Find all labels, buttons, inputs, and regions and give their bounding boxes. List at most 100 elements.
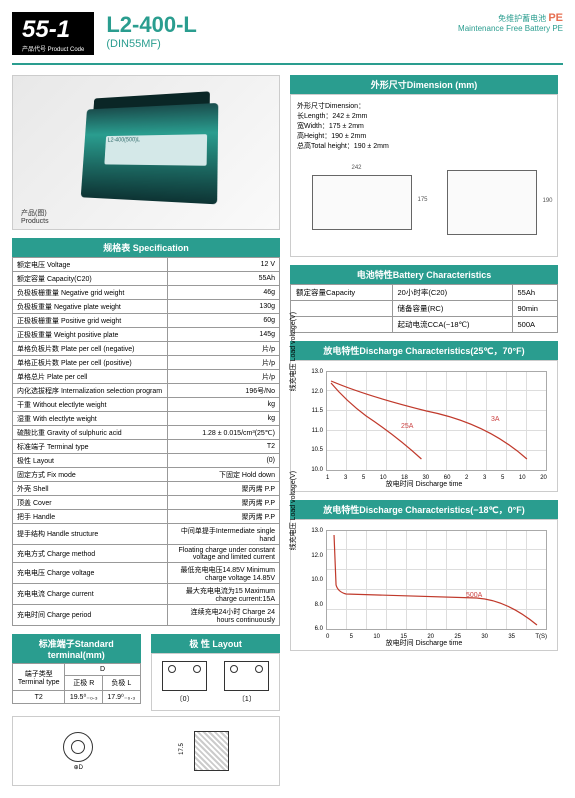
dim-175: 175 — [417, 197, 427, 203]
spec-value: 1.28 ± 0.015/cm³(25℃) — [167, 426, 279, 440]
spec-value: kg — [167, 398, 279, 412]
char-cell: 起动电流CCA(−18℃) — [392, 317, 512, 333]
spec-label: 外壳 Shell — [13, 482, 168, 496]
spec-row: 内化选拔程序 Internalization selection program… — [13, 384, 280, 398]
spec-value: 下固定 Hold down — [167, 468, 279, 482]
terminal-header: 标准端子Standard terminal(mm) — [12, 634, 141, 663]
spec-label: 顶盖 Cover — [13, 496, 168, 510]
product-image: L2-400(500)L 产品(图) Products — [12, 75, 280, 230]
spec-label: 湿重 With electlyte weight — [13, 412, 168, 426]
spec-row: 顶盖 Cover聚丙烯 P.P — [13, 496, 280, 510]
battery-type-en: Maintenance Free Battery PE — [458, 24, 563, 33]
spec-row: 极性 Layout(0) — [13, 454, 280, 468]
spec-row: 干重 Without electlyte weightkg — [13, 398, 280, 412]
terminal-table: 端子类型 Terminal typeD 正极 R负极 L T219.5⁰₋₀.₃… — [12, 663, 141, 704]
tick: 30 — [481, 634, 488, 640]
spec-row: 充电时间 Charge period连续充电24小时 Charge 24 hou… — [13, 605, 280, 626]
spec-label: 硫酸比重 Gravity of sulphuric acid — [13, 426, 168, 440]
tick: 3 — [344, 475, 347, 481]
spec-header: 规格表 Specification — [12, 238, 280, 257]
spec-row: 提手结构 Handle structure中间单提手Intermediate s… — [13, 524, 280, 545]
tick: T(S) — [535, 634, 547, 640]
spec-label: 额定电压 Voltage — [13, 258, 168, 272]
characteristics-table: 额定容量Capacity20小时率(C20)55Ah储备容量(RC)90min起… — [290, 284, 558, 333]
terminal-rect — [194, 731, 229, 771]
title-block: L2-400-L (DIN55MF) — [106, 12, 458, 50]
layout-diagram: 〔0〕 〔1〕 — [151, 653, 280, 711]
left-column: L2-400(500)L 产品(图) Products 规格表 Specific… — [12, 75, 280, 786]
spec-value: 中间单提手Intermediate single hand — [167, 524, 279, 545]
spec-label: 正极板栅重量 Positive grid weight — [13, 314, 168, 328]
chart2-header: 放电特性Discharge Characteristics(−18℃，0°F) — [290, 500, 558, 519]
spec-value: 片/p — [167, 342, 279, 356]
dim-242: 242 — [352, 165, 362, 171]
chart2: 500A 13.012.010.08.06.0 05101520253035T(… — [290, 519, 558, 651]
model-number: L2-400-L — [106, 12, 458, 38]
tick: 13.0 — [309, 369, 323, 375]
spec-value: (0) — [167, 454, 279, 468]
tick: 10.0 — [309, 577, 323, 583]
spec-value: 最大充电电流为15 Maximum charge current:15A — [167, 584, 279, 605]
tick: 3 — [483, 475, 486, 481]
spec-row: 充电电流 Charge current最大充电电流为15 Maximum cha… — [13, 584, 280, 605]
spec-label: 正极板重量 Weight positive plate — [13, 328, 168, 342]
term-type-hdr: 端子类型 Terminal type — [13, 664, 65, 691]
dimension-diagram: 242 175 190 — [297, 155, 551, 250]
tick: 1 — [326, 475, 329, 481]
tick: 0 — [326, 634, 329, 640]
chart1-xlabel: 放电时间 Discharge time — [386, 479, 463, 489]
char-cell: 额定容量Capacity — [291, 285, 393, 301]
chart1-yticks: 13.012.011.511.010.510.0 — [309, 369, 323, 473]
term-pos-val: 19.5⁰₋₀.₃ — [65, 691, 103, 704]
spec-row: 充电电压 Charge voltage最低充电电压14.85V Minimum … — [13, 563, 280, 584]
spec-value: 片/p — [167, 356, 279, 370]
spec-value: 聚丙烯 P.P — [167, 496, 279, 510]
spec-row: 把手 Handle聚丙烯 P.P — [13, 510, 280, 524]
dim-total: 总高Total height：190 ± 2mm — [297, 141, 551, 151]
layout-rect-0 — [162, 661, 207, 691]
char-cell — [291, 317, 393, 333]
layout-label-0: 〔0〕 — [162, 694, 207, 704]
spec-value: 196号/No — [167, 384, 279, 398]
spec-label: 固定方式 Fix mode — [13, 468, 168, 482]
spec-value: 46g — [167, 286, 279, 300]
spec-row: 充电方式 Charge methodFloating charge under … — [13, 545, 280, 563]
spec-label: 额定容量 Capacity(C20) — [13, 272, 168, 286]
spec-value: 片/p — [167, 370, 279, 384]
spec-label: 单格负板片数 Plate per cell (negative) — [13, 342, 168, 356]
terminal-circle — [63, 732, 93, 762]
spec-label: 单格正板片数 Plate per cell (positive) — [13, 356, 168, 370]
spec-label: 极性 Layout — [13, 454, 168, 468]
spec-value: 最低充电电压14.85V Minimum charge voltage 14.8… — [167, 563, 279, 584]
spec-value: 55Ah — [167, 272, 279, 286]
term-pos-hdr: 正极 R — [65, 676, 103, 691]
spec-value: 连续充电24小时 Charge 24 hours continuously — [167, 605, 279, 626]
tick: 10 — [519, 475, 526, 481]
char-row: 额定容量Capacity20小时率(C20)55Ah — [291, 285, 558, 301]
spec-row: 单格负板片数 Plate per cell (negative)片/p — [13, 342, 280, 356]
tick: 12.0 — [309, 553, 323, 559]
chart1-ylabel: 线充电压 Load voltage(V) — [288, 312, 298, 391]
tick: 8.0 — [309, 602, 323, 608]
spec-row: 固定方式 Fix mode下固定 Hold down — [13, 468, 280, 482]
dimension-header: 外形尺寸Dimension (mm) — [290, 75, 558, 94]
spec-row: 正极板重量 Weight positive plate145g — [13, 328, 280, 342]
char-header: 电池特性Battery Characteristics — [290, 265, 558, 284]
spec-row: 湿重 With electlyte weightkg — [13, 412, 280, 426]
tick: 2 — [465, 475, 468, 481]
spec-value: kg — [167, 412, 279, 426]
char-cell: 20小时率(C20) — [392, 285, 512, 301]
tick: 20 — [540, 475, 547, 481]
pe-badge: PE — [548, 12, 563, 24]
spec-label: 充电电压 Charge voltage — [13, 563, 168, 584]
chart2-area: 500A 13.012.010.08.06.0 05101520253035T(… — [291, 520, 557, 650]
header-right: 免维护蓄电池 PE Maintenance Free Battery PE — [458, 12, 563, 33]
spec-label: 内化选拔程序 Internalization selection program — [13, 384, 168, 398]
layout-header: 极 性 Layout — [151, 634, 280, 653]
spec-label: 充电时间 Charge period — [13, 605, 168, 626]
din-code: (DIN55MF) — [106, 38, 458, 50]
spec-row: 单格正板片数 Plate per cell (positive)片/p — [13, 356, 280, 370]
chart1-curves — [326, 371, 547, 471]
columns: L2-400(500)L 产品(图) Products 规格表 Specific… — [12, 75, 563, 786]
chart1-area: 25A 3A 13.012.011.511.010.510.0 13510183… — [291, 361, 557, 491]
